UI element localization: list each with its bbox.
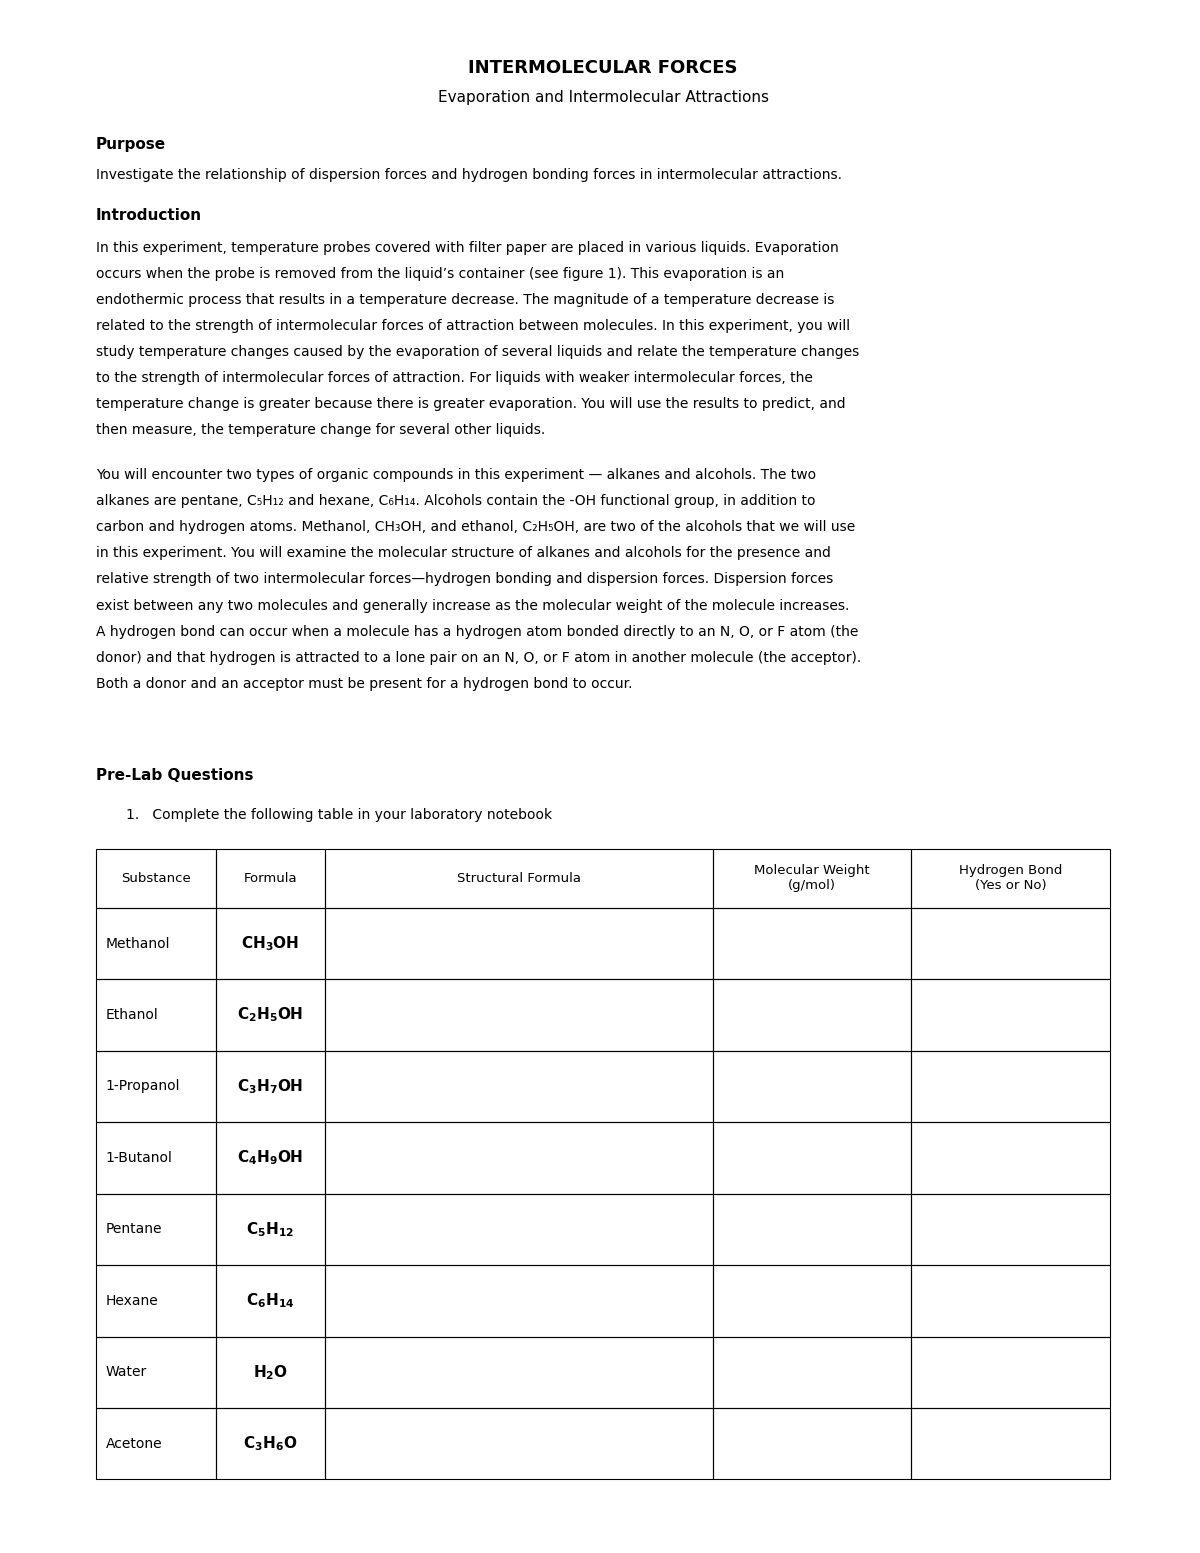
Text: Hexane: Hexane xyxy=(106,1294,158,1308)
Bar xyxy=(96,1194,216,1266)
Text: in this experiment. You will examine the molecular structure of alkanes and alco: in this experiment. You will examine the… xyxy=(96,547,830,561)
Text: You will encounter two types of organic compounds in this experiment — alkanes a: You will encounter two types of organic … xyxy=(96,467,816,481)
Bar xyxy=(713,1123,911,1194)
Bar xyxy=(325,1409,713,1480)
Text: occurs when the probe is removed from the liquid’s container (see figure 1). Thi: occurs when the probe is removed from th… xyxy=(96,267,785,281)
Bar xyxy=(216,1337,325,1409)
Text: Purpose: Purpose xyxy=(96,137,166,152)
Bar xyxy=(911,1266,1110,1337)
Bar xyxy=(325,980,713,1051)
Bar xyxy=(713,909,911,980)
Text: donor) and that hydrogen is attracted to a lone pair on an N, O, or F atom in an: donor) and that hydrogen is attracted to… xyxy=(96,651,862,665)
Text: $\mathbf{C_3H_6O}$: $\mathbf{C_3H_6O}$ xyxy=(244,1435,298,1454)
Bar xyxy=(713,849,911,909)
Text: Investigate the relationship of dispersion forces and hydrogen bonding forces in: Investigate the relationship of dispersi… xyxy=(96,168,842,182)
Bar xyxy=(325,849,713,909)
Text: $\mathbf{H_2O}$: $\mathbf{H_2O}$ xyxy=(253,1364,288,1382)
Bar xyxy=(911,1409,1110,1480)
Text: Both a donor and an acceptor must be present for a hydrogen bond to occur.: Both a donor and an acceptor must be pre… xyxy=(96,677,632,691)
Text: Ethanol: Ethanol xyxy=(106,1008,158,1022)
Text: to the strength of intermolecular forces of attraction. For liquids with weaker : to the strength of intermolecular forces… xyxy=(96,371,812,385)
Bar xyxy=(911,1194,1110,1266)
Bar xyxy=(216,1266,325,1337)
Bar xyxy=(96,909,216,980)
Text: then measure, the temperature change for several other liquids.: then measure, the temperature change for… xyxy=(96,424,545,438)
Bar xyxy=(96,849,216,909)
Text: In this experiment, temperature probes covered with filter paper are placed in v: In this experiment, temperature probes c… xyxy=(96,241,839,255)
Bar xyxy=(713,980,911,1051)
Text: relative strength of two intermolecular forces—hydrogen bonding and dispersion f: relative strength of two intermolecular … xyxy=(96,573,833,587)
Bar xyxy=(216,1051,325,1123)
Bar xyxy=(911,849,1110,909)
Bar xyxy=(911,1337,1110,1409)
Text: 1.   Complete the following table in your laboratory notebook: 1. Complete the following table in your … xyxy=(126,809,552,823)
Bar xyxy=(713,1194,911,1266)
Text: A hydrogen bond can occur when a molecule has a hydrogen atom bonded directly to: A hydrogen bond can occur when a molecul… xyxy=(96,624,858,638)
Text: $\mathbf{C_6H_{14}}$: $\mathbf{C_6H_{14}}$ xyxy=(246,1292,295,1311)
Bar xyxy=(96,1409,216,1480)
Text: Water: Water xyxy=(106,1365,146,1379)
Bar xyxy=(216,849,325,909)
Text: Molecular Weight
(g/mol): Molecular Weight (g/mol) xyxy=(754,865,870,893)
Text: Acetone: Acetone xyxy=(106,1437,162,1451)
Text: carbon and hydrogen atoms. Methanol, CH₃OH, and ethanol, C₂H₅OH, are two of the : carbon and hydrogen atoms. Methanol, CH₃… xyxy=(96,520,856,534)
Bar xyxy=(713,1051,911,1123)
Text: study temperature changes caused by the evaporation of several liquids and relat: study temperature changes caused by the … xyxy=(96,345,859,359)
Text: Pentane: Pentane xyxy=(106,1222,162,1236)
Text: temperature change is greater because there is greater evaporation. You will use: temperature change is greater because th… xyxy=(96,398,846,412)
Bar xyxy=(216,909,325,980)
Bar xyxy=(911,1123,1110,1194)
Text: Substance: Substance xyxy=(121,871,191,885)
Text: 1-Butanol: 1-Butanol xyxy=(106,1151,173,1165)
Text: endothermic process that results in a temperature decrease. The magnitude of a t: endothermic process that results in a te… xyxy=(96,294,834,307)
Bar xyxy=(325,1266,713,1337)
Bar xyxy=(216,1194,325,1266)
Bar xyxy=(216,1123,325,1194)
Text: Pre-Lab Questions: Pre-Lab Questions xyxy=(96,769,253,783)
Bar xyxy=(325,1123,713,1194)
Bar xyxy=(96,1266,216,1337)
Bar xyxy=(911,909,1110,980)
Text: Evaporation and Intermolecular Attractions: Evaporation and Intermolecular Attractio… xyxy=(438,90,768,106)
Bar xyxy=(325,1194,713,1266)
Text: Methanol: Methanol xyxy=(106,936,170,950)
Text: Formula: Formula xyxy=(244,871,298,885)
Text: 1-Propanol: 1-Propanol xyxy=(106,1079,180,1093)
Bar xyxy=(96,1337,216,1409)
Text: alkanes are pentane, C₅H₁₂ and hexane, C₆H₁₄. Alcohols contain the -OH functiona: alkanes are pentane, C₅H₁₂ and hexane, C… xyxy=(96,494,816,508)
Bar xyxy=(713,1337,911,1409)
Text: $\mathbf{C_2H_5OH}$: $\mathbf{C_2H_5OH}$ xyxy=(238,1006,304,1025)
Bar xyxy=(911,1051,1110,1123)
Text: Introduction: Introduction xyxy=(96,208,202,224)
Bar xyxy=(96,980,216,1051)
Text: INTERMOLECULAR FORCES: INTERMOLECULAR FORCES xyxy=(468,59,738,78)
Text: $\mathbf{C_3H_7OH}$: $\mathbf{C_3H_7OH}$ xyxy=(238,1078,304,1096)
Bar xyxy=(911,980,1110,1051)
Text: exist between any two molecules and generally increase as the molecular weight o: exist between any two molecules and gene… xyxy=(96,598,850,612)
Text: Structural Formula: Structural Formula xyxy=(457,871,581,885)
Bar xyxy=(216,1409,325,1480)
Bar xyxy=(713,1409,911,1480)
Bar xyxy=(216,980,325,1051)
Bar xyxy=(325,1337,713,1409)
Bar xyxy=(96,1051,216,1123)
Bar xyxy=(713,1266,911,1337)
Bar xyxy=(325,909,713,980)
Text: Hydrogen Bond
(Yes or No): Hydrogen Bond (Yes or No) xyxy=(959,865,1062,893)
Text: $\mathbf{CH_3OH}$: $\mathbf{CH_3OH}$ xyxy=(241,935,300,954)
Bar xyxy=(325,1051,713,1123)
Text: $\mathbf{C_5H_{12}}$: $\mathbf{C_5H_{12}}$ xyxy=(246,1221,294,1239)
Bar xyxy=(96,1123,216,1194)
Text: $\mathbf{C_4H_9OH}$: $\mathbf{C_4H_9OH}$ xyxy=(238,1149,304,1168)
Text: related to the strength of intermolecular forces of attraction between molecules: related to the strength of intermolecula… xyxy=(96,318,850,332)
